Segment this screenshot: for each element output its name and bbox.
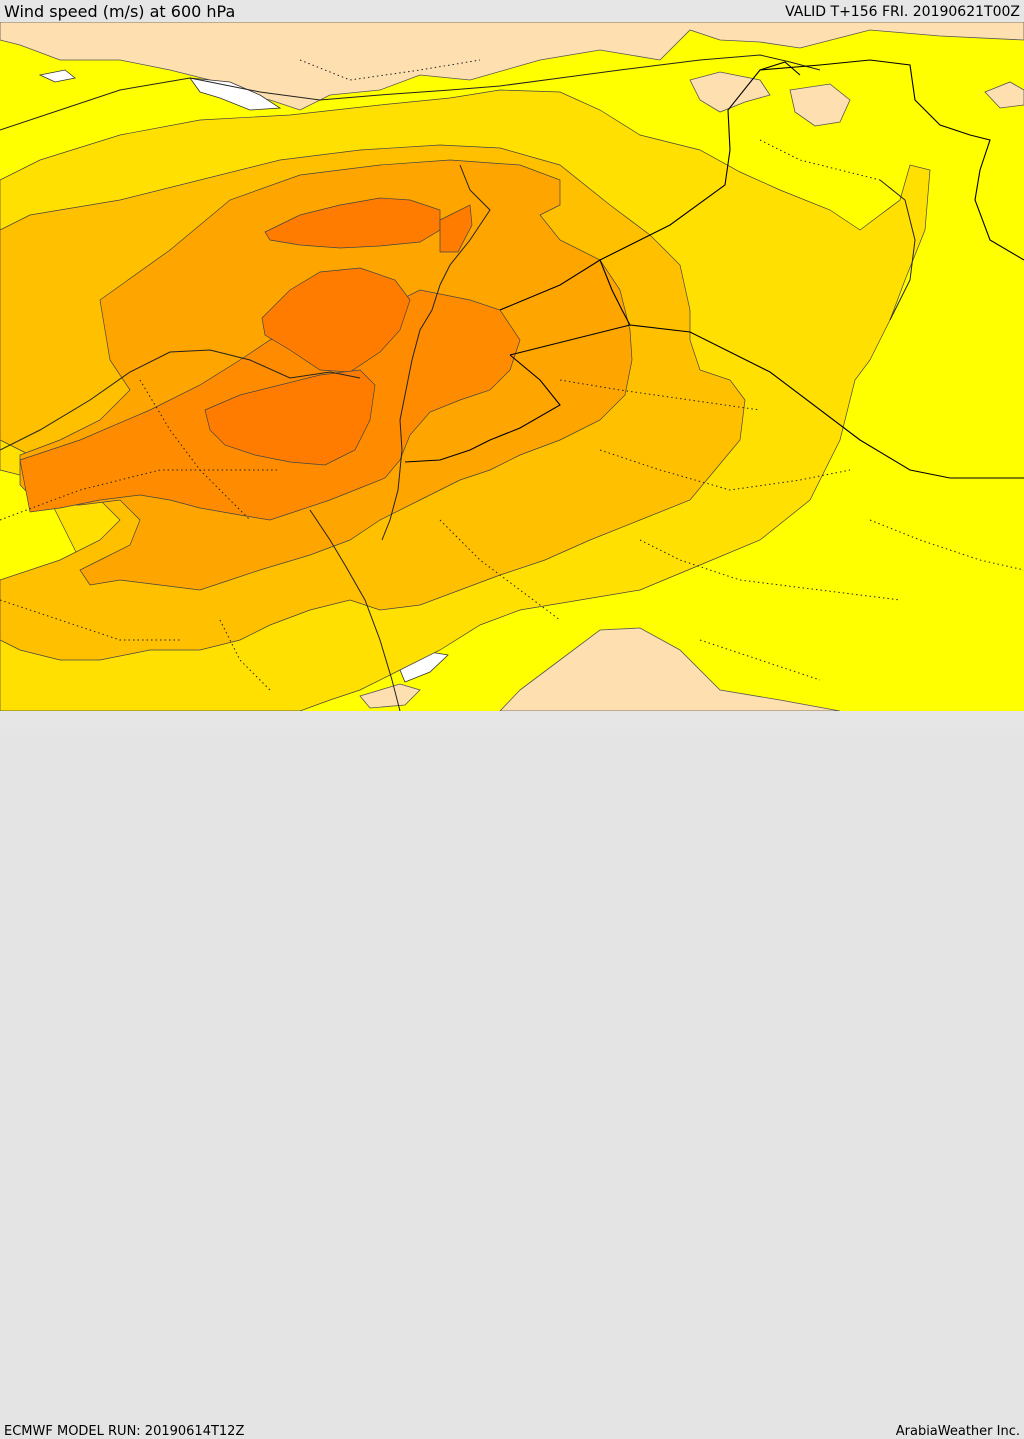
coastline-levant — [381, 164, 491, 541]
credit-label: ArabiaWeather Inc. — [895, 1424, 1020, 1439]
coastline-gulf — [879, 179, 916, 321]
border-line-4 — [599, 259, 631, 326]
lake-north-white — [38, 69, 76, 83]
wind-speed-map[interactable] — [0, 22, 1024, 711]
footer-bar: ECMWF MODEL RUN: 20190614T12Z ArabiaWeat… — [0, 711, 1024, 1439]
low-wind-area-north — [0, 22, 1024, 111]
low-wind-area-east-3 — [984, 81, 1024, 109]
coastline-north-africa — [0, 349, 361, 451]
contour-orange-dark-core-4 — [439, 204, 473, 253]
map-title: Wind speed (m/s) at 600 hPa — [4, 2, 236, 21]
contour-orange-dark-core-3 — [204, 369, 376, 466]
sea-north-white — [189, 77, 282, 111]
contour-orange-dark-core-2 — [261, 267, 411, 373]
border-line-2 — [509, 324, 1024, 479]
coastline-anatolia — [0, 54, 821, 131]
valid-time: VALID T+156 FRI. 20190621T00Z — [785, 4, 1020, 20]
internal-boundaries — [0, 59, 1024, 691]
border-line-3 — [404, 354, 561, 463]
header-bar: Wind speed (m/s) at 600 hPa VALID T+156 … — [0, 0, 1024, 22]
low-wind-area-east-2 — [789, 83, 851, 127]
low-wind-area-south — [499, 627, 841, 711]
model-run: ECMWF MODEL RUN: 20190614T12Z — [4, 1424, 245, 1439]
coastline-red-sea — [309, 509, 401, 711]
border-line-1 — [499, 61, 801, 311]
border-line-5 — [759, 59, 1024, 261]
